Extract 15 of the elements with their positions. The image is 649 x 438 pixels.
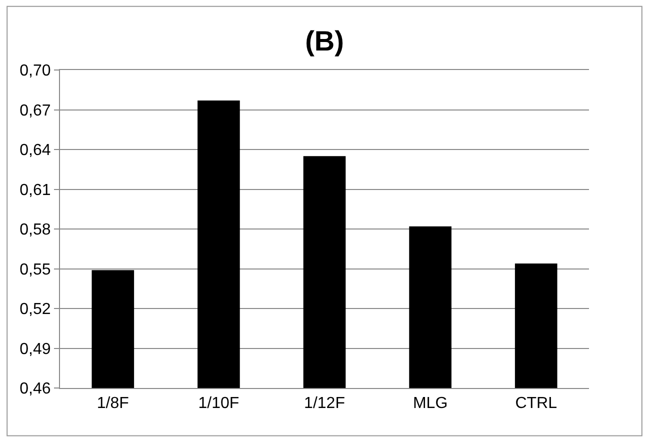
x-tick-label: CTRL [515,395,558,412]
y-tick-label: 0,58 [20,222,51,239]
y-tick-label: 0,64 [20,142,51,160]
y-tick-label: 0,55 [20,261,51,278]
x-tick-label: MLG [412,395,448,412]
y-tick-label: 0,46 [20,380,51,398]
chart-title: (B) [305,25,344,56]
y-tick-label: 0,61 [20,182,51,199]
y-tick-label: 0,70 [20,62,51,80]
x-tick-label: 1/8F [96,395,130,412]
x-tick-label: 1/12F [304,395,346,412]
x-tick-label: 1/10F [198,395,240,412]
y-tick-label: 0,52 [20,301,51,318]
y-tick-label: 0,67 [20,102,51,120]
y-tick-label: 0,49 [20,340,51,358]
